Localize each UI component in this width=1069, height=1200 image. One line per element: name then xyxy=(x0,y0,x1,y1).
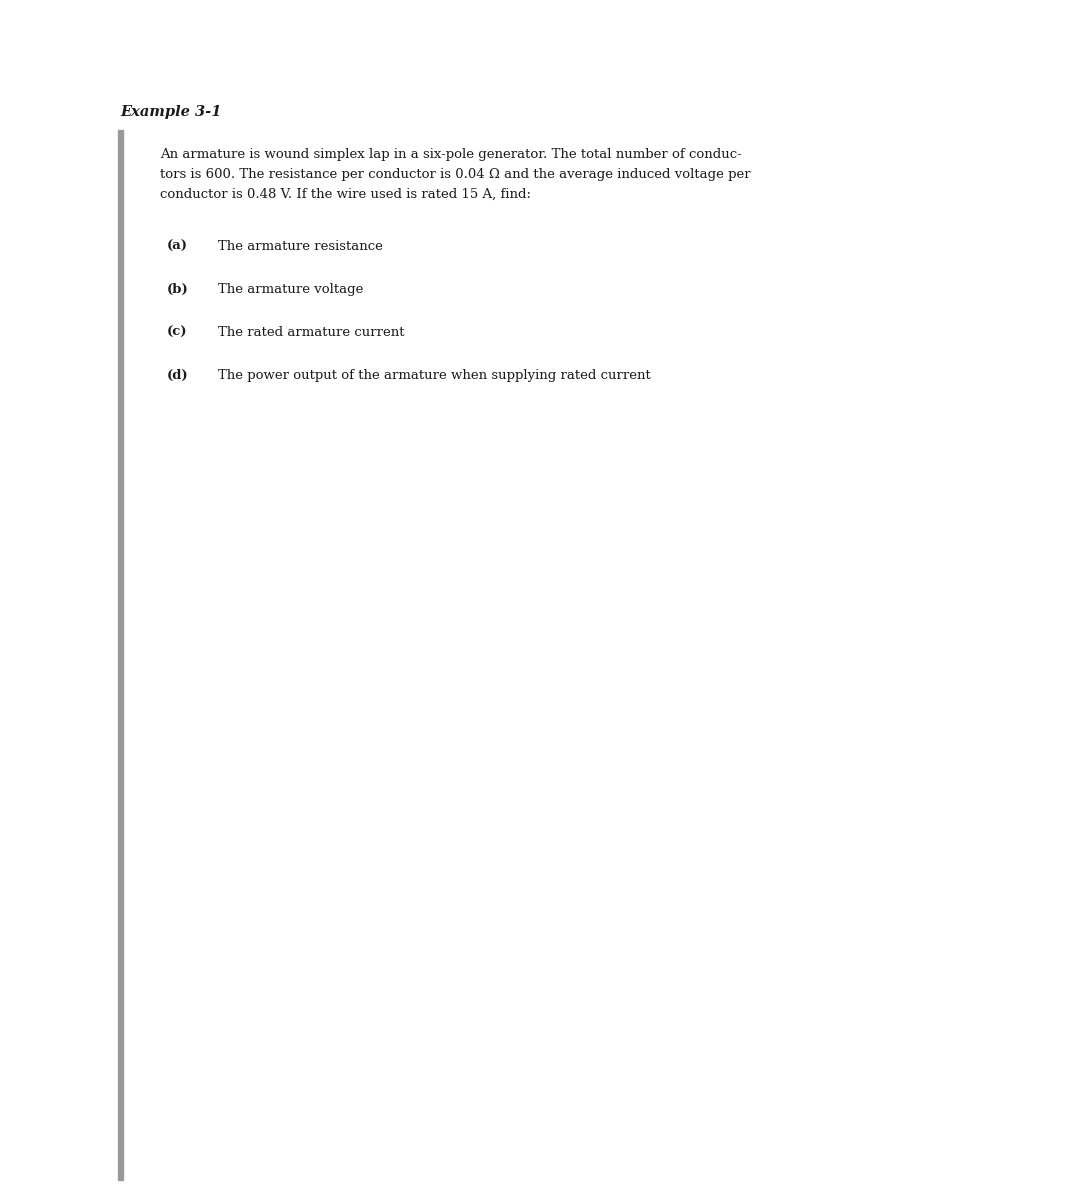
Text: The rated armature current: The rated armature current xyxy=(218,326,404,340)
Text: (b): (b) xyxy=(167,283,189,296)
Text: The armature resistance: The armature resistance xyxy=(218,240,383,253)
Text: The power output of the armature when supplying rated current: The power output of the armature when su… xyxy=(218,370,651,382)
Text: (c): (c) xyxy=(167,326,187,340)
Text: The armature voltage: The armature voltage xyxy=(218,283,363,296)
Text: (d): (d) xyxy=(167,370,188,382)
Text: Example 3-1: Example 3-1 xyxy=(120,104,221,119)
Text: conductor is 0.48 V. If the wire used is rated 15 A, find:: conductor is 0.48 V. If the wire used is… xyxy=(160,188,531,202)
Text: (a): (a) xyxy=(167,240,188,253)
Text: An armature is wound simplex lap in a six-pole generator. The total number of co: An armature is wound simplex lap in a si… xyxy=(160,148,742,161)
Text: tors is 600. The resistance per conductor is 0.04 Ω and the average induced volt: tors is 600. The resistance per conducto… xyxy=(160,168,750,181)
